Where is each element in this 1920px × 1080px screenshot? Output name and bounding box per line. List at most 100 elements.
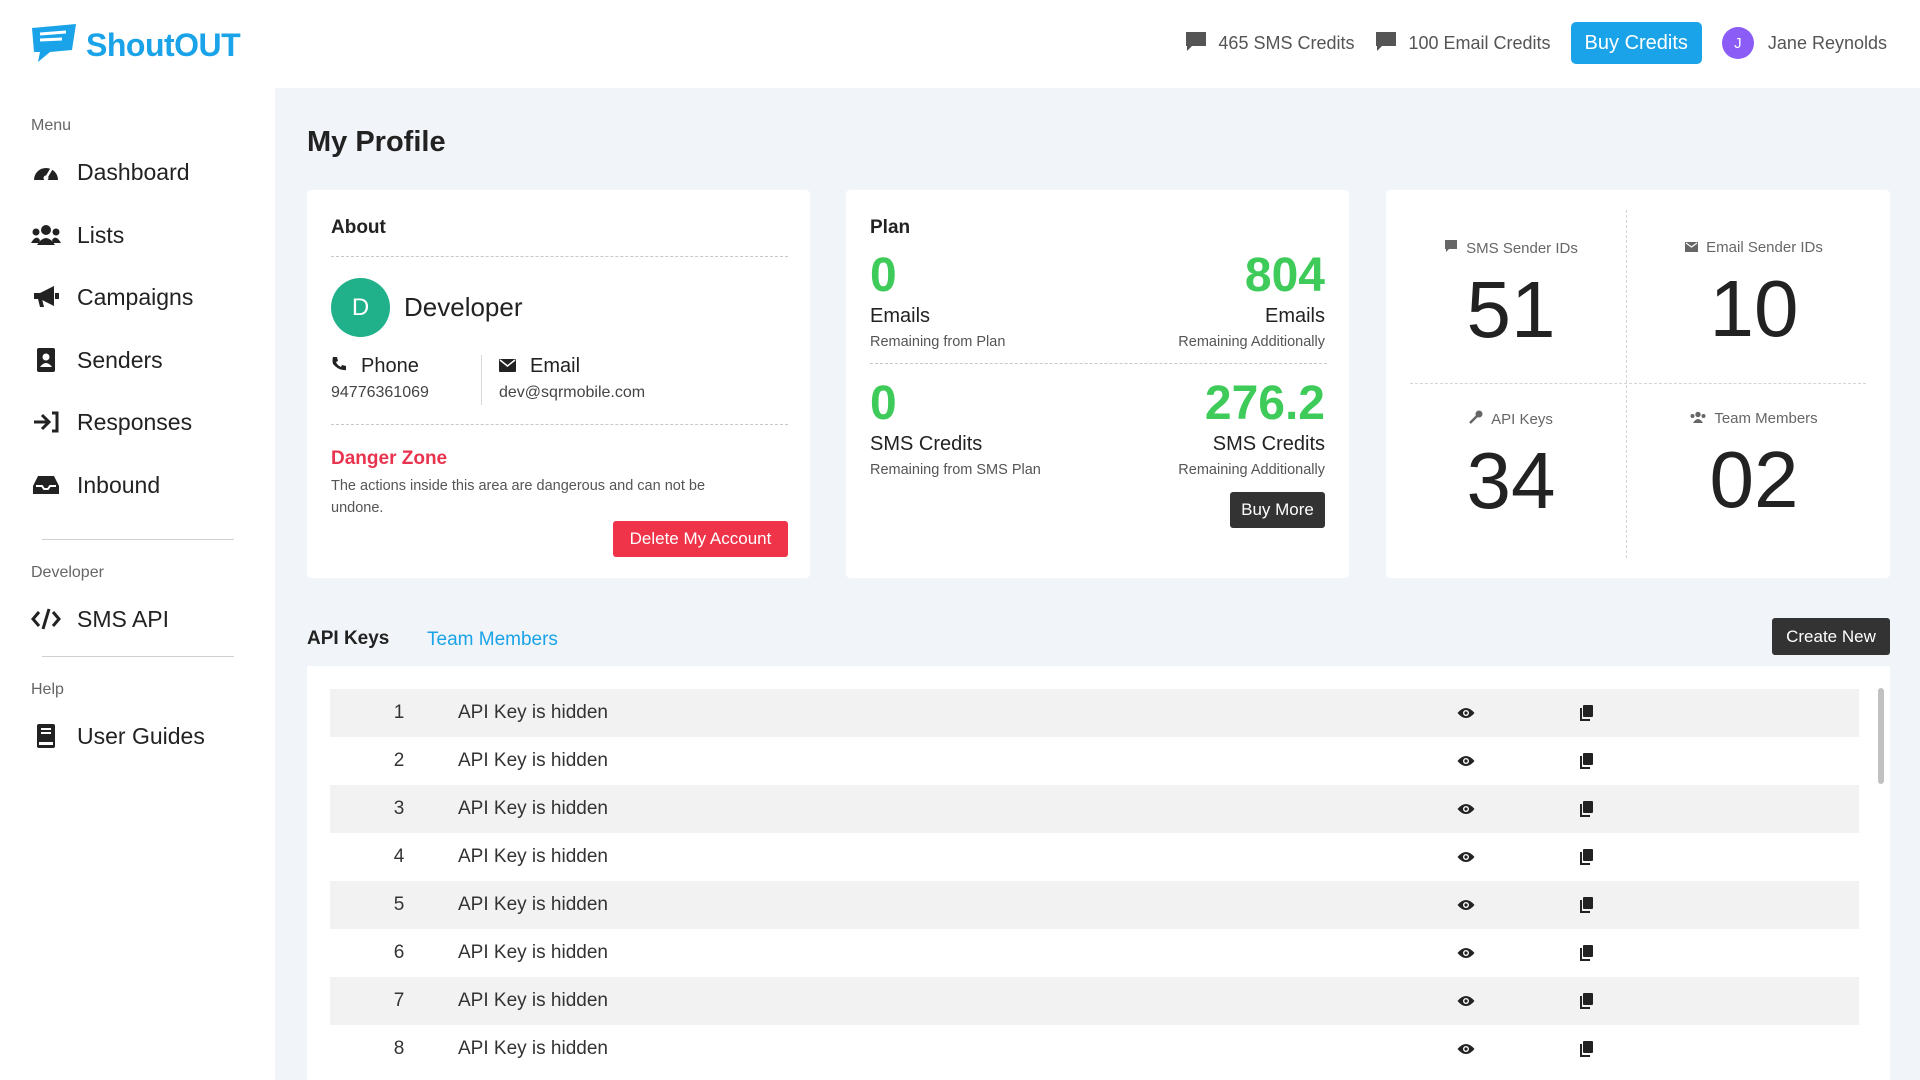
copy-icon[interactable] bbox=[1576, 1039, 1596, 1059]
api-keys-stat: API Keys 34 bbox=[1396, 410, 1626, 526]
table-row: 2 API Key is hidden bbox=[330, 737, 1859, 785]
danger-zone-text: The actions inside this area are dangero… bbox=[331, 478, 706, 516]
developer-section-label: Developer bbox=[31, 564, 104, 581]
eye-icon[interactable] bbox=[1456, 703, 1476, 723]
row-index: 2 bbox=[393, 750, 405, 771]
logo-text: ShoutOUT bbox=[86, 27, 241, 63]
about-card: About D Developer Phone 94776361069 Emai… bbox=[307, 190, 810, 578]
table-row: 6 API Key is hidden bbox=[330, 929, 1859, 977]
stat-label: Team Members bbox=[1714, 410, 1818, 427]
tab-api-keys[interactable]: API Keys bbox=[307, 628, 390, 649]
phone-value: 94776361069 bbox=[331, 384, 429, 401]
scrollbar[interactable] bbox=[1878, 688, 1884, 784]
id-badge-icon bbox=[31, 346, 61, 374]
sidebar-item-user-guides[interactable]: User Guides bbox=[31, 720, 205, 752]
user-menu[interactable]: J Jane Reynolds bbox=[1721, 27, 1887, 59]
table-row: 3 API Key is hidden bbox=[330, 785, 1859, 833]
sidebar-item-dashboard[interactable]: Dashboard bbox=[31, 156, 190, 188]
eye-icon[interactable] bbox=[1456, 751, 1476, 771]
page-title: My Profile bbox=[307, 126, 446, 158]
sms-plan-label: SMS Credits bbox=[870, 433, 983, 455]
eye-icon[interactable] bbox=[1456, 943, 1476, 963]
sidebar-item-lists[interactable]: Lists bbox=[31, 219, 124, 251]
sidebar-item-campaigns[interactable]: Campaigns bbox=[31, 281, 193, 313]
email-label-text: Email bbox=[530, 355, 581, 377]
profile-name: Developer bbox=[404, 292, 523, 322]
copy-icon[interactable] bbox=[1576, 703, 1596, 723]
emails-plan-label: Emails bbox=[870, 305, 931, 327]
envelope-icon bbox=[499, 355, 516, 378]
delete-account-button[interactable]: Delete My Account bbox=[613, 521, 788, 557]
email-credits-indicator: 100 Email Credits bbox=[1374, 29, 1551, 58]
sidebar-item-label: Inbound bbox=[77, 471, 161, 498]
inbox-icon bbox=[31, 471, 61, 499]
plan-title: Plan bbox=[870, 217, 911, 238]
sidebar-item-sms-api[interactable]: SMS API bbox=[31, 603, 169, 635]
emails-plan-value: 0 bbox=[870, 249, 897, 302]
copy-icon[interactable] bbox=[1576, 847, 1596, 867]
key-icon bbox=[1469, 410, 1483, 428]
megaphone-icon bbox=[31, 283, 61, 311]
stat-label: API Keys bbox=[1491, 410, 1553, 428]
emails-additional-value: 804 bbox=[1244, 249, 1325, 302]
stats-card: SMS Sender IDs 51 Email Sender IDs 10 AP… bbox=[1386, 190, 1890, 578]
sidebar-item-label: Dashboard bbox=[77, 158, 190, 185]
divider bbox=[481, 355, 482, 405]
sidebar-item-responses[interactable]: Responses bbox=[31, 406, 192, 438]
api-key-text: API Key is hidden bbox=[458, 942, 608, 963]
divider bbox=[42, 656, 234, 657]
api-key-text: API Key is hidden bbox=[458, 702, 608, 723]
menu-section-label: Menu bbox=[31, 117, 72, 134]
sidebar-item-label: Responses bbox=[77, 408, 193, 435]
divider bbox=[331, 256, 788, 257]
buy-credits-button[interactable]: Buy Credits bbox=[1570, 22, 1702, 64]
sidebar-item-inbound[interactable]: Inbound bbox=[31, 469, 160, 501]
api-key-text: API Key is hidden bbox=[458, 894, 608, 915]
avatar: J bbox=[1721, 27, 1754, 59]
phone-label: Phone bbox=[331, 355, 419, 378]
copy-icon[interactable] bbox=[1576, 991, 1596, 1011]
email-label: Email bbox=[499, 355, 580, 378]
sms-additional-label: SMS Credits bbox=[1212, 433, 1325, 455]
row-index: 5 bbox=[393, 894, 405, 915]
eye-icon[interactable] bbox=[1456, 799, 1476, 819]
sidebar-item-label: Campaigns bbox=[77, 283, 194, 310]
tab-team-members[interactable]: Team Members bbox=[427, 629, 558, 650]
table-row: 4 API Key is hidden bbox=[330, 833, 1859, 881]
table-row: 5 API Key is hidden bbox=[330, 881, 1859, 929]
help-section-label: Help bbox=[31, 681, 64, 698]
sms-plan-value: 0 bbox=[870, 377, 897, 430]
sidebar-item-label: Lists bbox=[77, 221, 125, 248]
email-value: dev@sqrmobile.com bbox=[499, 384, 646, 401]
copy-icon[interactable] bbox=[1576, 799, 1596, 819]
copy-icon[interactable] bbox=[1576, 943, 1596, 963]
eye-icon[interactable] bbox=[1456, 847, 1476, 867]
sidebar-item-label: SMS API bbox=[77, 605, 170, 632]
api-key-text: API Key is hidden bbox=[458, 1038, 608, 1059]
top-header: ShoutOUT 465 SMS Credits 100 Email Credi… bbox=[0, 0, 1920, 88]
about-title: About bbox=[331, 217, 386, 238]
gauge-icon bbox=[31, 158, 61, 186]
logo-icon bbox=[30, 22, 78, 69]
eye-icon[interactable] bbox=[1456, 895, 1476, 915]
sidebar-item-senders[interactable]: Senders bbox=[31, 344, 163, 376]
user-name: Jane Reynolds bbox=[1767, 32, 1887, 53]
buy-more-button[interactable]: Buy More bbox=[1230, 492, 1325, 528]
api-key-text: API Key is hidden bbox=[458, 990, 608, 1011]
logo[interactable]: ShoutOUT bbox=[30, 22, 241, 69]
sms-additional-value: 276.2 bbox=[1204, 377, 1325, 430]
chat-bubble-icon bbox=[1184, 29, 1208, 58]
danger-zone-title: Danger Zone bbox=[331, 448, 448, 469]
eye-icon[interactable] bbox=[1456, 1039, 1476, 1059]
eye-icon[interactable] bbox=[1456, 991, 1476, 1011]
users-icon bbox=[31, 221, 61, 249]
row-index: 7 bbox=[393, 990, 405, 1011]
plan-card: Plan 0 Emails Remaining from Plan 804 Em… bbox=[846, 190, 1349, 578]
avatar: D bbox=[331, 278, 390, 337]
main-content: My Profile About D Developer Phone 94776… bbox=[275, 88, 1920, 1080]
code-icon bbox=[31, 605, 61, 633]
copy-icon[interactable] bbox=[1576, 895, 1596, 915]
create-new-button[interactable]: Create New bbox=[1772, 618, 1890, 655]
sms-credits-indicator: 465 SMS Credits bbox=[1184, 29, 1354, 58]
copy-icon[interactable] bbox=[1576, 751, 1596, 771]
